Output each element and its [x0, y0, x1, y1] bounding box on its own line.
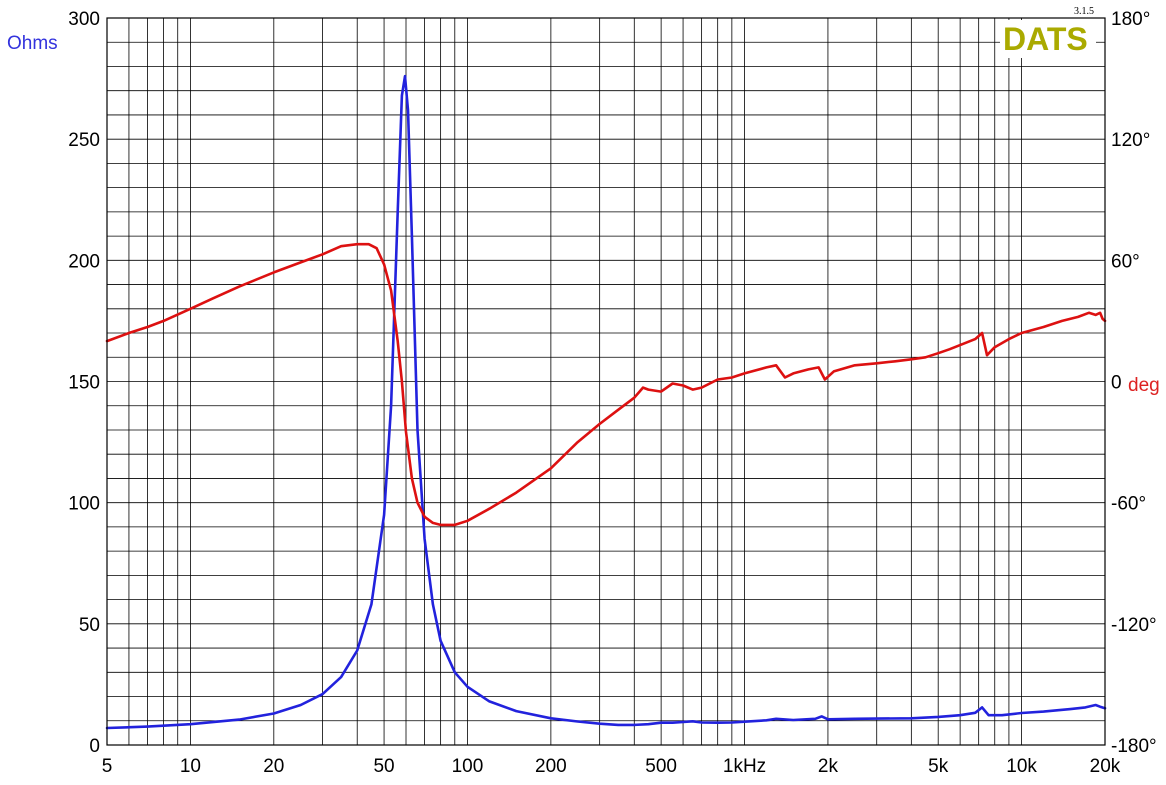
x-tick-label: 50 [373, 756, 394, 777]
x-tick-labels: 5 10 20 50 100 200 500 1kHz 2k 5k 10k 20k [102, 756, 1121, 777]
y-left-tick-label: 100 [68, 494, 100, 515]
y-left-tick-label: 50 [79, 615, 100, 636]
y-right-tick-labels: 180° 120° 60° 0 -60° -120° -180° [1111, 9, 1157, 757]
y-right-tick-label: -120° [1111, 615, 1157, 636]
series-layer [105, 74, 1107, 730]
x-tick-label: 1kHz [723, 756, 766, 777]
y-right-tick-label: 60° [1111, 251, 1140, 272]
x-tick-label: 10 [180, 756, 201, 777]
brand-logo: DATS [1003, 21, 1088, 57]
y-left-tick-label: 200 [68, 251, 100, 272]
x-tick-label: 200 [535, 756, 567, 777]
x-tick-label: 10k [1006, 756, 1037, 777]
y-left-tick-label: 150 [68, 373, 100, 394]
x-tick-label: 2k [818, 756, 839, 777]
x-tick-label: 5k [928, 756, 949, 777]
y-left-axis-label: Ohms [7, 33, 58, 54]
plot-frame [106, 17, 1106, 746]
y-left-tick-label: 300 [68, 9, 100, 30]
brand-logo-background [1000, 20, 1096, 58]
y-left-tick-label: 0 [89, 736, 100, 757]
y-right-tick-label: -180° [1111, 736, 1157, 757]
x-tick-label: 500 [645, 756, 677, 777]
x-tick-label: 20k [1090, 756, 1121, 777]
version-label: 3.1.5 [1074, 6, 1094, 17]
grid [106, 18, 1106, 745]
y-right-tick-label: -60° [1111, 494, 1146, 515]
y-right-tick-label: 180° [1111, 9, 1150, 30]
x-tick-label: 5 [102, 756, 113, 777]
y-right-tick-label: 0 [1111, 373, 1122, 394]
y-right-tick-label: 120° [1111, 130, 1150, 151]
impedance-series-line [105, 74, 1107, 730]
x-tick-label: 20 [263, 756, 284, 777]
x-tick-label: 100 [452, 756, 484, 777]
y-right-axis-label: deg [1128, 375, 1160, 396]
y-left-tick-labels: 0 50 100 150 200 250 300 [68, 9, 100, 757]
y-left-tick-label: 250 [68, 130, 100, 151]
phase-series-line [105, 242, 1107, 527]
